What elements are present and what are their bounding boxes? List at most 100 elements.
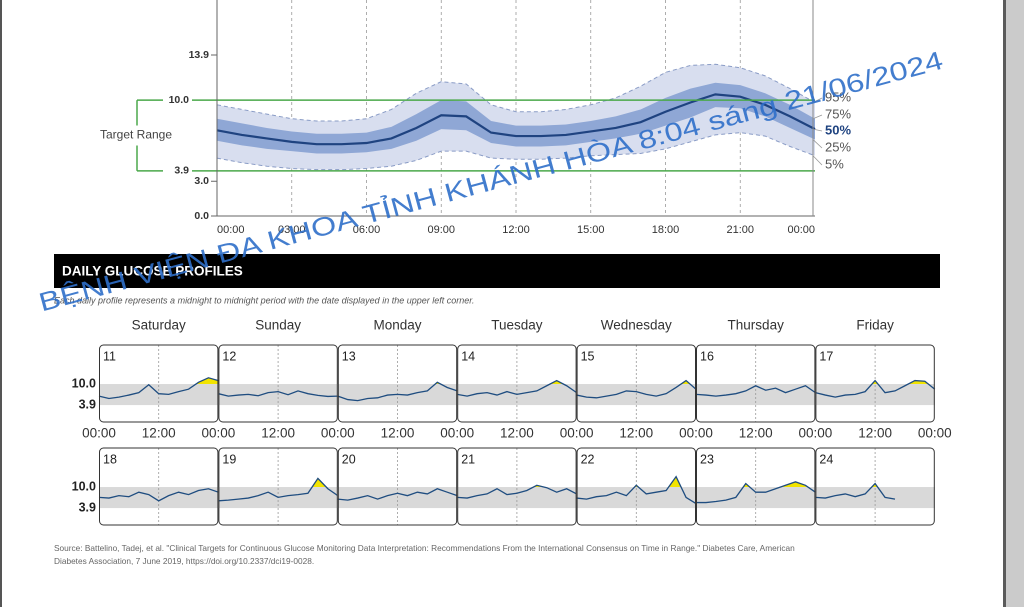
section-header <box>54 254 940 288</box>
glucose-trace <box>337 488 458 501</box>
day-number: 24 <box>819 452 833 466</box>
page-edge <box>1003 0 1006 607</box>
label-connector <box>812 128 823 132</box>
label-connector <box>812 155 823 166</box>
x-tick-label: 15:00 <box>577 224 605 236</box>
x-tick-label: 12:00 <box>381 426 415 441</box>
day-number: 15 <box>581 349 595 363</box>
x-tick-label: 12:00 <box>858 426 892 441</box>
x-tick-label: 12:00 <box>261 426 295 441</box>
glucose-trace <box>98 377 219 400</box>
source-line: Source: Battelino, Tadej, et al. "Clinic… <box>54 543 795 553</box>
weekday-label: Saturday <box>132 318 186 333</box>
glucose-trace <box>337 381 458 402</box>
glucose-trace <box>815 379 936 398</box>
glucose-trace <box>576 379 697 399</box>
above-range-fill <box>312 478 327 488</box>
day-box <box>815 447 935 526</box>
y-tick-label: 13.9 <box>189 49 210 61</box>
day-number: 20 <box>342 452 356 466</box>
x-tick-label: 00:00 <box>679 426 713 441</box>
legend-label: 75% <box>825 106 851 121</box>
y-tick-label: 10.0 <box>72 479 96 493</box>
label-connector <box>812 114 823 120</box>
day-box <box>218 344 338 423</box>
day-number: 23 <box>700 452 714 466</box>
glucose-trace <box>218 390 338 398</box>
weekday-label: Sunday <box>255 318 301 333</box>
x-tick-label: 00:00 <box>787 224 815 236</box>
y-tick-label: 3.9 <box>79 500 96 514</box>
x-tick-label: 03:00 <box>278 224 306 236</box>
day-number: 14 <box>461 349 475 363</box>
x-tick-label: 12:00 <box>500 426 534 441</box>
day-number: 17 <box>819 349 833 363</box>
day-box <box>576 447 696 526</box>
source-line: Diabetes Association, 7 June 2019, https… <box>54 556 314 566</box>
day-box <box>696 447 816 526</box>
x-tick-label: 12:00 <box>142 426 176 441</box>
legend-label: 25% <box>825 139 851 154</box>
glucose-trace <box>218 477 339 502</box>
day-box <box>337 344 458 423</box>
x-tick-label: 00:00 <box>202 426 236 441</box>
legend-label: 95% <box>825 89 851 104</box>
weekday-label: Monday <box>373 318 421 333</box>
viewer-background <box>1006 0 1024 607</box>
weekday-label: Tuesday <box>491 318 543 333</box>
section-title: DAILY GLUCOSE PROFILES <box>62 264 243 279</box>
y-tick-label: 3.9 <box>174 165 189 177</box>
glucose-trace <box>457 379 577 397</box>
weekday-label: Thursday <box>728 318 785 333</box>
above-range-fill <box>550 380 564 385</box>
day-box <box>99 344 219 423</box>
page-edge <box>0 0 2 607</box>
x-tick-label: 00:00 <box>440 426 474 441</box>
day-number: 21 <box>461 452 475 466</box>
day-number: 12 <box>222 349 236 363</box>
y-tick-label: 3.0 <box>194 175 209 187</box>
glucose-trace <box>457 484 577 499</box>
x-tick-label: 00:00 <box>799 426 833 441</box>
day-box <box>696 344 816 423</box>
glucose-trace <box>815 482 896 500</box>
day-box <box>337 447 458 526</box>
day-number: 13 <box>342 349 356 363</box>
target-label: Target Range <box>100 128 172 142</box>
x-tick-label: 00:00 <box>560 426 594 441</box>
x-tick-label: 00:00 <box>217 224 245 236</box>
x-tick-label: 06:00 <box>353 224 381 236</box>
y-tick-label: 10.0 <box>72 376 96 390</box>
day-box <box>815 344 935 423</box>
y-tick-label: 0.0 <box>194 210 209 222</box>
glucose-trace <box>98 488 219 502</box>
glucose-trace <box>576 475 697 505</box>
day-number: 22 <box>581 452 595 466</box>
y-tick-label: 3.9 <box>79 397 96 411</box>
day-box <box>218 447 338 526</box>
weekday-label: Friday <box>856 318 894 333</box>
day-number: 11 <box>103 349 116 363</box>
x-tick-label: 00:00 <box>918 426 952 441</box>
label-connector <box>812 139 823 149</box>
x-tick-label: 18:00 <box>652 224 680 236</box>
percentile-line <box>216 132 816 171</box>
day-number: 18 <box>103 452 117 466</box>
glucose-trace <box>695 385 816 397</box>
x-tick-label: 09:00 <box>427 224 455 236</box>
median-line <box>216 93 816 146</box>
day-box <box>457 344 577 423</box>
y-tick-label: 10.0 <box>169 94 190 106</box>
glucose-trace <box>696 481 816 504</box>
x-tick-label: 21:00 <box>726 224 754 236</box>
x-tick-label: 12:00 <box>619 426 653 441</box>
day-box <box>576 344 696 423</box>
weekday-label: Wednesday <box>601 318 672 333</box>
day-box <box>457 447 577 526</box>
day-box <box>99 447 219 526</box>
x-tick-label: 00:00 <box>82 426 116 441</box>
day-number: 16 <box>700 349 714 363</box>
percentile-line <box>216 63 816 122</box>
